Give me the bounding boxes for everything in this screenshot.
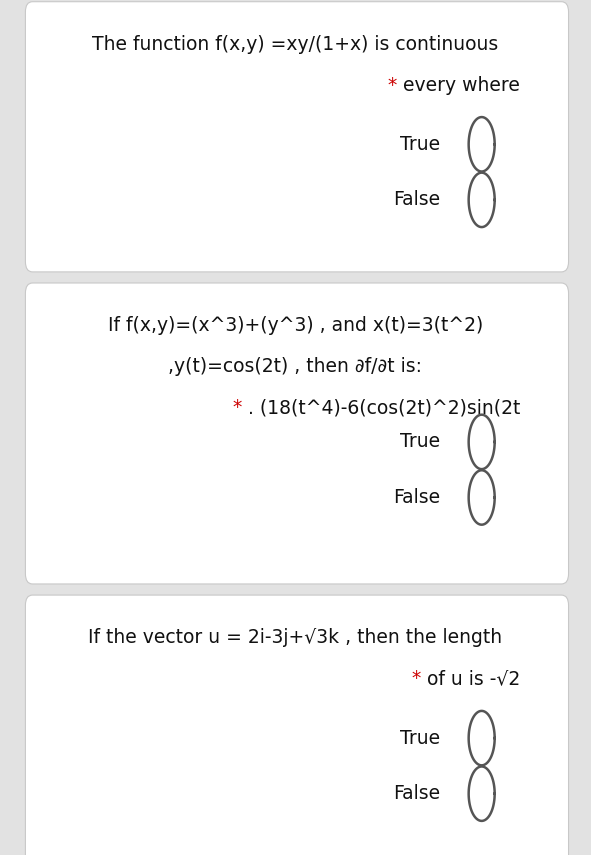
FancyBboxPatch shape bbox=[25, 2, 569, 272]
Text: True: True bbox=[400, 433, 440, 451]
Text: *: * bbox=[388, 76, 397, 95]
FancyBboxPatch shape bbox=[25, 283, 569, 584]
Text: . (18(t^4)-6(cos(2t)^2)sin(2t: . (18(t^4)-6(cos(2t)^2)sin(2t bbox=[242, 398, 520, 417]
Text: False: False bbox=[393, 488, 440, 507]
Text: of u is -√2: of u is -√2 bbox=[421, 669, 520, 688]
Text: False: False bbox=[393, 784, 440, 803]
Text: If the vector u = 2i-3j+√3k , then the length: If the vector u = 2i-3j+√3k , then the l… bbox=[89, 628, 502, 647]
Text: every where: every where bbox=[397, 76, 520, 95]
Text: If f(x,y)=(x^3)+(y^3) , and x(t)=3(t^2): If f(x,y)=(x^3)+(y^3) , and x(t)=3(t^2) bbox=[108, 316, 483, 335]
Text: The function f(x,y) =xy/(1+x) is continuous: The function f(x,y) =xy/(1+x) is continu… bbox=[92, 35, 499, 54]
Text: ,y(t)=cos(2t) , then ∂f/∂t is:: ,y(t)=cos(2t) , then ∂f/∂t is: bbox=[168, 357, 423, 376]
Text: True: True bbox=[400, 135, 440, 154]
Text: False: False bbox=[393, 191, 440, 209]
FancyBboxPatch shape bbox=[25, 595, 569, 855]
Text: *: * bbox=[232, 398, 242, 417]
Text: *: * bbox=[411, 669, 421, 688]
Text: True: True bbox=[400, 728, 440, 747]
